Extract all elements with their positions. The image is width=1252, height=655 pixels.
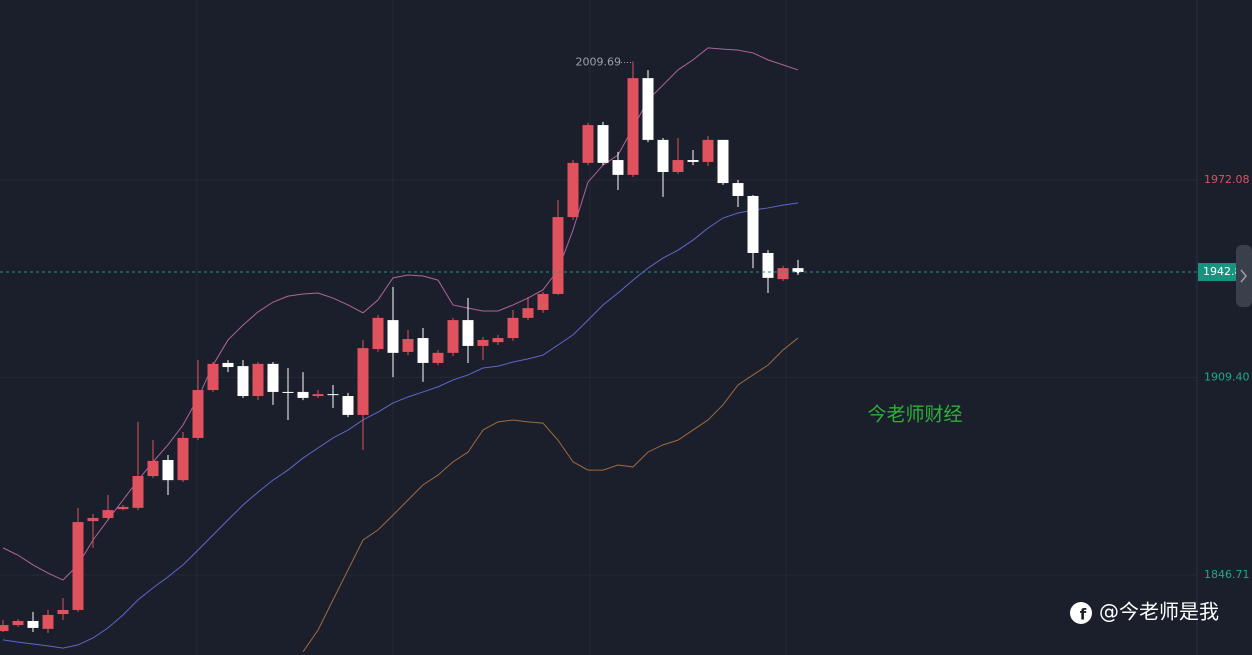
- candle-body: [162, 459, 174, 481]
- candle-body: [222, 362, 234, 368]
- candle-body: [717, 139, 729, 184]
- candle-body: [72, 522, 84, 610]
- candle-body: [537, 293, 549, 311]
- candle-body: [342, 396, 354, 415]
- candle-body: [507, 317, 519, 339]
- candle-body: [372, 317, 384, 350]
- y-tick-label: 1909.40: [1204, 370, 1250, 383]
- candle-body: [687, 160, 699, 162]
- icon-letter: f: [1080, 606, 1087, 624]
- candle-body: [237, 366, 249, 397]
- candle-body: [267, 363, 279, 392]
- candle-body: [297, 391, 309, 398]
- candle-body: [642, 78, 654, 140]
- candle-body: [27, 620, 39, 628]
- side-tab-arrow[interactable]: [1240, 269, 1247, 283]
- time-grid: [196, 0, 787, 655]
- candle-body: [597, 125, 609, 163]
- candle-body: [522, 308, 534, 318]
- candle-body: [117, 506, 129, 510]
- band-line: [2, 202, 799, 649]
- y-tick-label: 1846.71: [1204, 568, 1250, 581]
- band-line: [302, 337, 799, 653]
- candle-body: [612, 160, 624, 175]
- candle-body: [417, 338, 429, 363]
- icon-circle: [1070, 602, 1092, 624]
- candle-body: [42, 614, 54, 629]
- candle-body: [672, 160, 684, 173]
- candle-body: [477, 339, 489, 346]
- candle-body: [132, 476, 144, 508]
- candle-body: [147, 460, 159, 477]
- candle-body: [357, 348, 369, 415]
- candle-body: [87, 517, 99, 522]
- signature: @今老师是我: [1099, 600, 1219, 624]
- y-tick-label: 1972.08: [1204, 173, 1250, 186]
- candle-body: [582, 125, 594, 163]
- candle-body: [492, 338, 504, 343]
- candle-body: [732, 183, 744, 196]
- candle-body: [402, 338, 414, 352]
- candle-body: [12, 620, 24, 626]
- candle-body: [747, 195, 759, 253]
- candle-body: [462, 320, 474, 346]
- candle-body: [177, 437, 189, 481]
- candle-body: [0, 625, 9, 632]
- candle-body: [567, 162, 579, 218]
- candle-body: [102, 510, 114, 518]
- last-price-tag: [1198, 263, 1248, 282]
- candle-body: [432, 352, 444, 363]
- candle-body: [447, 320, 459, 353]
- candle-body: [387, 320, 399, 353]
- candle-body: [552, 217, 564, 294]
- side-tab[interactable]: [1236, 245, 1252, 307]
- candle-body: [312, 394, 324, 397]
- signature-icon: f: [1070, 602, 1092, 624]
- candle-body: [207, 363, 219, 391]
- candle-body: [627, 78, 639, 175]
- candle-body: [777, 268, 789, 280]
- candle-body: [192, 390, 204, 438]
- high-annotation: 2009.69: [576, 55, 622, 68]
- candle-body: [252, 363, 264, 397]
- last-price-marker: ✦: [794, 267, 802, 278]
- candle-body: [57, 609, 69, 615]
- candle-body: [327, 394, 339, 396]
- candle-body: [702, 139, 714, 162]
- candle-body: [657, 139, 669, 173]
- candle-body: [762, 252, 774, 278]
- candle-body: [282, 391, 294, 393]
- candle-body: [792, 268, 804, 273]
- watermark: 今老师财经: [867, 404, 962, 426]
- side-tab-bg[interactable]: [1236, 245, 1252, 307]
